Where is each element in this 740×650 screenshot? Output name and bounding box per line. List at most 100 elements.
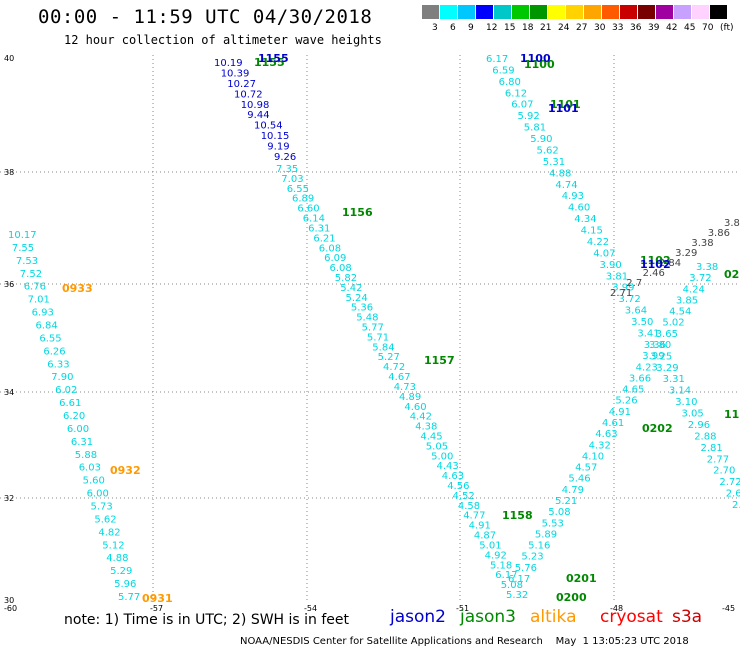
color-scale-label: 39	[648, 23, 660, 33]
swh-value: 4.91	[469, 521, 491, 532]
swh-value: 4.88	[106, 553, 128, 564]
swh-value: 3.65	[656, 329, 678, 340]
swh-value: 5.76	[515, 563, 537, 574]
swh-value: 6.60	[297, 204, 319, 215]
altika-track: 10.17 7.55 7.53 7.52 6.76 7.01 6.93 6.846.55 6.2…	[8, 230, 140, 603]
swh-value: 6.93	[32, 308, 54, 319]
swh-value: 4.38	[415, 422, 437, 433]
swh-value: 4.58	[458, 501, 480, 512]
swh-value: 2.72	[719, 477, 740, 488]
swh-value: 10.27	[227, 79, 256, 90]
swh-value: 5.71	[367, 332, 389, 343]
color-scale-label: 24	[558, 23, 570, 33]
swh-value: 5.00	[431, 451, 453, 462]
latitude-label: 32	[4, 494, 14, 503]
swh-value: 4.73	[394, 382, 416, 393]
swh-value: 4.65	[622, 385, 644, 396]
descending-track: 7.357.036.556.896.606.146.316.216.086.09…	[276, 164, 528, 601]
swh-value: 10.17	[8, 230, 37, 241]
color-scale-label: 27	[576, 23, 588, 33]
swh-value: 4.42	[410, 412, 432, 423]
color-scale-label: 70	[702, 23, 714, 33]
swh-value: 6.31	[71, 437, 93, 448]
swh-value: 10.54	[254, 121, 283, 132]
swh-value: 5.08	[501, 580, 523, 591]
swh-value: 3.86	[708, 228, 730, 239]
pass-time-label: 1157	[424, 354, 455, 367]
color-scale-label: 6	[450, 23, 456, 33]
legend-jason2: jason2	[390, 607, 446, 627]
color-scale-label: 18	[522, 23, 534, 33]
swh-value: 5.62	[537, 146, 559, 157]
swh-value: 5.12	[102, 540, 124, 551]
color-scale-label: 21	[540, 23, 552, 33]
swh-value: 5.08	[548, 507, 570, 518]
swh-value: 5.82	[335, 273, 357, 284]
swh-value: 5.96	[114, 579, 136, 590]
lat-lon-grid	[0, 55, 738, 602]
swh-value: 3.50	[631, 317, 653, 328]
legend-altika: altika	[530, 607, 577, 627]
swh-value: 5.62	[94, 514, 116, 525]
longitude-label: -48	[610, 604, 623, 613]
swh-value: 4.82	[98, 527, 120, 538]
swh-value: 4.60	[568, 203, 590, 214]
swh-value: 6.55	[39, 333, 61, 344]
pass-time-label: 1156	[342, 206, 373, 219]
swh-value: 5.02	[662, 318, 684, 329]
color-swatch	[638, 5, 655, 19]
swh-value: 5.77	[118, 592, 140, 603]
swh-value: 4.91	[609, 407, 631, 418]
swh-value: 6.55	[287, 184, 309, 195]
swh-value: 6.07	[511, 100, 533, 111]
swh-value: 4.63	[595, 429, 617, 440]
swh-value: 3.29	[675, 248, 697, 259]
swh-value: 5.36	[351, 303, 373, 314]
swh-value: 3.99	[612, 283, 634, 294]
color-swatch	[710, 5, 727, 19]
color-scale-label: 30	[594, 23, 606, 33]
swh-value: 6.33	[47, 359, 69, 370]
color-scale-label: 9	[468, 23, 474, 33]
swh-value: 4.61	[602, 418, 624, 429]
pass-time-label: 0201	[566, 572, 597, 585]
swh-value: 9.26	[274, 152, 296, 163]
swh-value: 4.57	[575, 463, 597, 474]
pass-time-label: 1102	[640, 258, 671, 271]
swh-value: 4.22	[587, 237, 609, 248]
swh-value: 7.35	[276, 164, 298, 175]
swh-value: 10.98	[241, 100, 270, 111]
color-scale-label: 36	[630, 23, 642, 33]
pass-time-label: 0932	[110, 464, 141, 477]
swh-value: 5.26	[615, 396, 637, 407]
swh-value: 3.64	[625, 306, 647, 317]
ascending-track: 6.175.765.235.165.895.535.085.214.795.46…	[508, 262, 718, 585]
color-scale-label: 15	[504, 23, 516, 33]
pass-time-label: 1100	[524, 58, 555, 71]
swh-value: 2.7	[626, 278, 642, 289]
swh-value: 6.20	[63, 411, 85, 422]
swh-value: 3.66	[629, 373, 651, 384]
longitude-label: -60	[4, 604, 17, 613]
pass-time-label: 1101	[550, 98, 581, 111]
swh-value: 5.60	[83, 476, 105, 487]
swh-value: 5.92	[518, 111, 540, 122]
swh-value: 4.88	[549, 168, 571, 179]
swh-value: 4.87	[474, 531, 496, 542]
swh-value: 4.77	[463, 511, 485, 522]
swh-value: 10.39	[221, 68, 250, 79]
swh-value: 4.79	[562, 485, 584, 496]
pass-time-label: 0933	[62, 282, 93, 295]
swh-value: 4.92	[485, 550, 507, 561]
swh-value: 3.38	[696, 262, 718, 273]
swh-value: 4.45	[420, 432, 442, 443]
swh-value: 2.88	[694, 431, 716, 442]
pass-time-label: 1100	[520, 52, 551, 65]
swh-value: 6.08	[330, 263, 352, 274]
swh-value: 3.14	[669, 386, 691, 397]
swh-value: 4.93	[562, 191, 584, 202]
swh-value: 9.19	[267, 142, 289, 153]
swh-value: 4.60	[404, 402, 426, 413]
swh-value: 5.31	[543, 157, 565, 168]
pass-time-label: 1102	[640, 254, 671, 267]
